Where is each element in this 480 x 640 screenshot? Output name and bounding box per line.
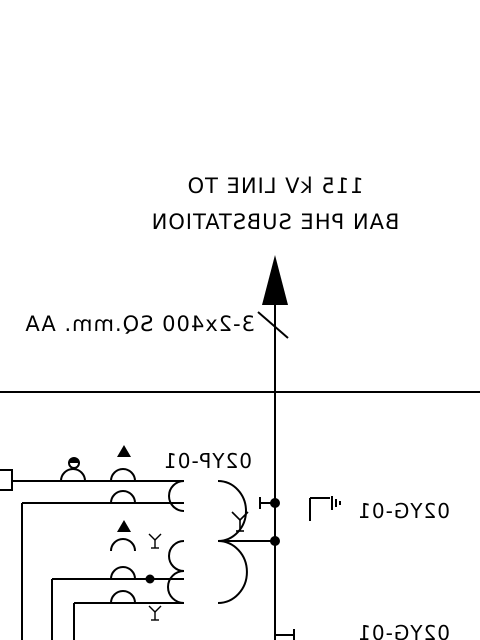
ground-symbol-top — [309, 496, 341, 521]
wye-ground-symbol — [231, 511, 249, 532]
triangle-marker-2 — [117, 520, 131, 532]
cable-spec-label: 3-2x400 SQ.mm. AA — [24, 312, 255, 336]
line-label-2: BAN PHE SUBSTATION — [151, 210, 400, 234]
small-wye-2 — [148, 605, 162, 621]
ground-tag-top: 02YG-01 — [357, 499, 450, 523]
line-arrowhead — [262, 255, 288, 305]
triangle-marker-1 — [117, 445, 131, 457]
cvt-tag: 02YP-01 — [163, 449, 252, 473]
cable-slash-marker — [257, 311, 289, 339]
cvt-arc-lower — [217, 540, 248, 604]
circle-marker-fill — [69, 458, 79, 463]
coil-hump-6 — [110, 590, 136, 604]
coil-hump-1 — [110, 468, 136, 482]
coil-hump-3 — [110, 490, 136, 504]
terminal-box — [0, 469, 13, 491]
small-wye-1 — [148, 533, 162, 549]
winding-coil-3 — [167, 570, 185, 604]
winding-coil-2 — [168, 540, 185, 572]
junction-dot-secondary — [145, 574, 155, 584]
cvt-arc-upper — [217, 480, 247, 542]
winding-coil-1 — [168, 480, 185, 512]
coil-hump-5 — [110, 566, 136, 580]
ground-tag-bottom: 02YG-01 — [357, 621, 450, 640]
coil-hump-2 — [60, 468, 86, 482]
line-label-1: 115 kV LINE TO — [187, 174, 364, 198]
coil-hump-4 — [110, 538, 136, 552]
